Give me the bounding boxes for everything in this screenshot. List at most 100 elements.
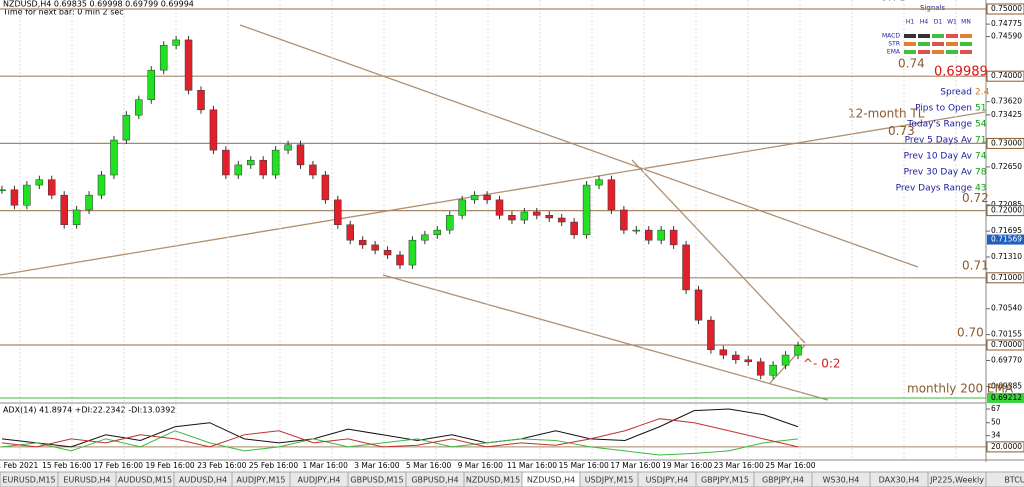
tab-label[interactable]: NZDUSD,H4 [527,476,575,485]
signal-cell [918,50,930,54]
tab-label[interactable]: AUDJPY,M15 [236,476,285,485]
tab-label[interactable]: GBPJPY,H4 [762,476,804,485]
stat-value: 51 [975,104,986,114]
header-symbol: NZDUSD,H4 0.69835 0.69998 0.69799 0.6999… [3,0,194,9]
tab[interactable] [985,471,1024,487]
candle [60,194,68,225]
tab-label[interactable]: DAX30,H4 [879,476,920,485]
level-axis-label: 0.70000 [991,340,1022,349]
stat-value: 78 [975,168,987,178]
tab-label[interactable]: EURUSD,H4 [63,476,110,485]
adx-line [1,408,799,448]
level-axis-label: 0.71000 [991,273,1022,282]
candle [732,354,740,361]
candle [607,179,616,211]
tab-label[interactable]: BTCU [1004,476,1024,485]
candle [756,361,765,376]
tab-label[interactable]: USDJPY,H4 [646,476,689,485]
adx-tick-label: 20.0000 [991,442,1022,451]
tab-label[interactable]: WS30,H4 [823,476,860,485]
level-axis-label: 0.73000 [991,138,1022,147]
stat-label: Prev Days Range [896,184,973,194]
candle [794,345,802,356]
signal-cell [918,34,930,38]
tab-label[interactable]: AUDUSD,M15 [118,476,172,485]
stat-value: 43 [975,184,986,194]
candle [197,90,205,111]
candle [321,174,330,201]
candle [10,189,19,206]
candle [632,229,641,232]
ema-axis-label: 0.69212 [991,393,1022,402]
stat-value: 54 [975,120,987,130]
y-tick-label: 0.74775 [991,19,1022,28]
axis-highlight [986,205,1024,217]
candle [508,215,516,221]
stat-value: 2.4 [975,88,990,98]
x-tick-label: 1 Mar 16:00 [303,461,349,470]
adx-label: ADX(14) 41.8974 +DI:22.2342 -DI:13.0392 [3,406,175,415]
candle [184,39,193,91]
candle [284,144,292,151]
candle [595,179,603,186]
x-tick-label: 17 Mar 16:00 [610,461,660,470]
tab-label[interactable]: EURUSD,M15 [2,476,55,485]
x-tick-label: 19 Feb 16:00 [145,461,194,470]
signal-cell [918,42,930,46]
signals-title: Signals [920,4,946,12]
candle [0,189,6,192]
candle [669,229,678,246]
axis-highlight [986,70,1024,82]
candle [520,211,529,221]
y-tick-label: 0.71695 [991,226,1022,235]
candle [346,224,354,241]
tab-label[interactable]: AUDJPY,H4 [297,476,340,485]
pattern-label: ^- 0:2 [803,357,841,371]
candle [470,194,479,201]
x-tick-label: 23 Feb 16:00 [197,461,246,470]
axis-highlight [986,3,1024,15]
candle [371,244,379,251]
tab-label[interactable]: GBPUSD,H4 [411,476,458,485]
last-price: 0.69989 [934,65,988,80]
candle [35,179,44,186]
y-tick-label: 0.71310 [991,252,1022,261]
x-tick-label: 25 Mar 16:00 [765,461,815,470]
signal-cell [960,42,972,46]
candle [408,239,417,266]
axis-highlight [987,392,1024,403]
candle [570,221,578,236]
x-tick-label: 19 Mar 16:00 [662,461,712,470]
tab-label[interactable]: JP225,Weekly [929,476,984,485]
candle [358,239,367,246]
tab-label[interactable]: AUDUSD,H4 [179,476,227,485]
stat-label: Prev 5 Days Av [905,136,973,146]
tab-label[interactable]: NZDUSD,M15 [466,476,520,485]
trend-line [382,274,829,401]
candle [421,234,429,241]
signal-cell [946,50,958,54]
x-tick-label: 5 Mar 16:00 [406,461,452,470]
tab-label[interactable]: GBPUSD,M15 [350,476,403,485]
y-tick-label: 0.72650 [991,162,1022,171]
y-tick-label: 0.73620 [991,97,1022,106]
candle [85,194,93,211]
candle [645,229,653,241]
candle [135,99,143,116]
adx-tick-label: 34 [991,431,1001,440]
candle [209,109,218,151]
tab-label[interactable]: GBPJPY,M15 [701,476,749,485]
tab-label[interactable]: USDJPY,M15 [585,476,634,485]
candle [657,229,665,241]
stat-label: Today's Range [906,120,972,130]
signal-col: H4 [920,19,929,26]
signal-col: W1 [947,19,957,26]
candle [309,164,317,176]
current-price-box [987,234,1024,245]
candle [707,319,715,350]
candle [172,39,180,46]
trendline-label: 12-month TL [848,107,925,121]
x-tick-label: 9 Mar 16:00 [458,461,504,470]
trend-line [0,111,986,276]
stat-label: Spread [940,88,972,98]
